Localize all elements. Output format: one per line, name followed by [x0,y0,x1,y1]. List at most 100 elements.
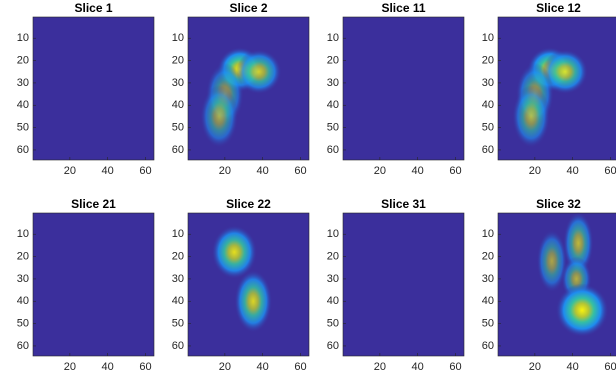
y-tick-label: 30 [327,77,339,89]
x-tick-label: 40 [567,165,579,177]
x-tick-label: 60 [449,361,461,371]
y-tick-label: 60 [482,144,494,156]
y-tick-label: 20 [327,250,339,262]
x-tick-label: 40 [412,361,424,371]
panel-title: Slice 1 [74,1,112,15]
y-tick-label: 40 [17,99,29,111]
y-tick-label: 40 [482,99,494,111]
y-tick-label: 50 [327,318,339,330]
y-tick-label: 30 [17,273,29,285]
intensity-spot [236,49,282,95]
intensity-spot [234,269,273,333]
y-tick-label: 50 [327,122,339,134]
y-tick-label: 10 [172,228,184,240]
intensity-spot [512,85,550,148]
y-tick-label: 50 [482,122,494,134]
axes-box [187,16,310,161]
x-tick-label: 60 [604,361,616,371]
x-tick-label: 20 [374,361,386,371]
x-tick-label: 20 [64,165,76,177]
panel-title: Slice 11 [381,1,425,15]
axes-box [497,212,616,357]
intensity-spot [542,49,588,95]
y-tick-label: 50 [17,122,29,134]
intensity-spot [555,283,609,338]
image-background [343,17,464,160]
y-tick-label: 50 [482,318,494,330]
y-tick-label: 60 [17,340,29,352]
y-tick-label: 20 [172,54,184,66]
intensity-spot [200,85,239,148]
axes-box [342,16,465,161]
y-tick-label: 40 [172,99,184,111]
x-tick-label: 20 [219,361,231,371]
image-background [343,213,464,356]
x-tick-label: 40 [257,361,269,371]
y-tick-label: 20 [172,250,184,262]
x-tick-label: 60 [139,165,151,177]
panel-title: Slice 12 [536,1,581,15]
y-tick-label: 40 [327,99,339,111]
x-tick-label: 20 [219,165,231,177]
x-tick-label: 20 [529,165,541,177]
y-tick-label: 10 [17,32,29,44]
y-tick-label: 60 [172,144,184,156]
image-background [33,213,154,356]
x-tick-label: 40 [567,361,579,371]
y-tick-label: 10 [482,32,494,44]
y-tick-label: 30 [17,77,29,89]
x-tick-label: 40 [257,165,269,177]
x-tick-label: 20 [64,361,76,371]
panel-title: Slice 31 [381,197,426,211]
axes-box [32,212,155,357]
y-tick-label: 20 [17,54,29,66]
axes-box [32,16,155,161]
y-tick-label: 10 [482,228,494,240]
y-tick-label: 60 [327,340,339,352]
y-tick-label: 60 [482,340,494,352]
panel-title: Slice 2 [229,1,267,15]
y-tick-label: 30 [482,273,494,285]
y-tick-label: 20 [17,250,29,262]
y-tick-label: 30 [327,273,339,285]
x-tick-label: 60 [604,165,616,177]
x-tick-label: 60 [294,165,306,177]
intensity-spot [211,225,258,279]
y-tick-label: 20 [327,54,339,66]
x-tick-label: 60 [294,361,306,371]
y-tick-label: 40 [482,295,494,307]
y-tick-label: 60 [327,144,339,156]
y-tick-label: 20 [482,250,494,262]
x-tick-label: 40 [412,165,424,177]
y-tick-label: 40 [17,295,29,307]
y-tick-label: 30 [172,273,184,285]
y-tick-label: 60 [172,340,184,352]
y-tick-label: 50 [172,318,184,330]
y-tick-label: 30 [482,77,494,89]
x-tick-label: 60 [139,361,151,371]
y-tick-label: 10 [172,32,184,44]
panel-title: Slice 22 [226,197,271,211]
y-tick-label: 50 [172,122,184,134]
y-tick-label: 40 [172,295,184,307]
y-tick-label: 20 [482,54,494,66]
axes-box [187,212,310,357]
x-tick-label: 40 [102,361,114,371]
y-tick-label: 10 [327,32,339,44]
image-background [33,17,154,160]
y-tick-label: 10 [17,228,29,240]
panel-title: Slice 21 [71,197,116,211]
axes-box [342,212,465,357]
y-tick-label: 10 [327,228,339,240]
y-tick-label: 40 [327,295,339,307]
x-tick-label: 60 [449,165,461,177]
y-tick-label: 50 [17,318,29,330]
y-tick-label: 60 [17,144,29,156]
intensity-spot [536,229,568,293]
panel-title: Slice 32 [536,197,581,211]
axes-box [497,16,616,161]
x-tick-label: 20 [374,165,386,177]
y-tick-label: 30 [172,77,184,89]
x-tick-label: 40 [102,165,114,177]
